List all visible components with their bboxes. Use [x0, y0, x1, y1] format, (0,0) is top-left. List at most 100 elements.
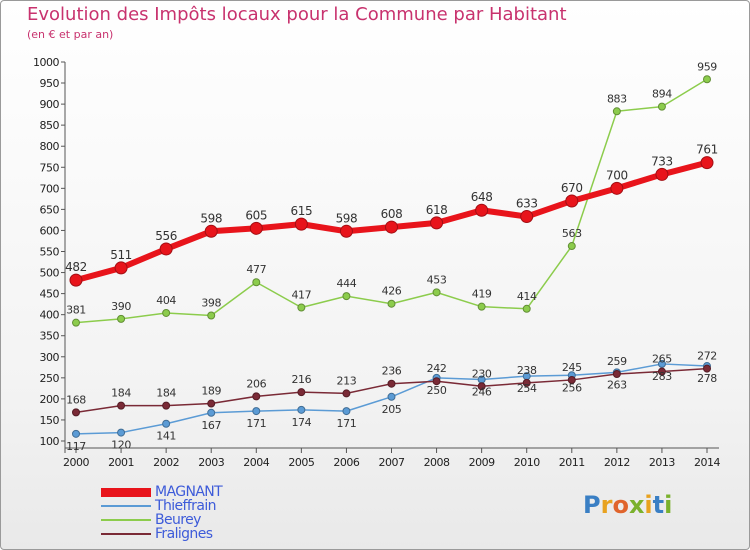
y-tick-label: 250	[40, 372, 60, 385]
data-point-fralignes	[612, 370, 621, 379]
data-label-beurey: 414	[517, 290, 537, 303]
data-point-thieffrain	[387, 392, 396, 401]
data-label-fralignes: 168	[66, 393, 86, 406]
data-label-magnant: 615	[290, 204, 312, 218]
data-point-fralignes	[252, 392, 261, 401]
y-tick-label: 850	[40, 119, 60, 132]
data-point-magnant	[159, 242, 173, 256]
data-point-fralignes	[522, 378, 531, 387]
data-label-thieffrain: 254	[517, 382, 537, 395]
y-tick-label: 350	[40, 330, 60, 343]
data-label-beurey: 959	[697, 60, 717, 73]
x-tick-label: 2003	[198, 456, 224, 469]
data-label-fralignes: 236	[382, 365, 402, 378]
data-label-beurey: 426	[382, 285, 402, 298]
legend-label: Beurey	[155, 512, 201, 528]
x-tick-label: 2013	[649, 456, 675, 469]
chart-subtitle: (en € et par an)	[27, 28, 114, 41]
data-label-beurey: 563	[562, 227, 582, 240]
data-label-beurey: 404	[156, 294, 176, 307]
data-label-magnant: 733	[651, 154, 673, 168]
data-label-fralignes: 259	[607, 355, 627, 368]
data-point-fralignes	[207, 399, 216, 408]
data-label-beurey: 419	[472, 288, 492, 301]
x-tick-label: 2009	[469, 456, 495, 469]
data-label-beurey: 883	[607, 92, 627, 105]
data-label-magnant: 761	[696, 143, 718, 157]
data-point-beurey	[612, 107, 621, 116]
logo-letter: i	[664, 491, 673, 519]
data-label-magnant: 700	[606, 168, 628, 182]
x-tick-label: 2002	[153, 456, 179, 469]
x-tick-label: 2001	[108, 456, 134, 469]
chart-title: Evolution des Impôts locaux pour la Comm…	[27, 4, 567, 25]
data-label-fralignes: 238	[517, 364, 537, 377]
y-tick-label: 700	[40, 182, 60, 195]
x-tick-label: 2004	[243, 456, 269, 469]
y-tick-label: 500	[40, 267, 60, 280]
data-label-fralignes: 206	[246, 377, 266, 390]
y-tick-label: 100	[40, 435, 60, 448]
data-point-beurey	[387, 299, 396, 308]
data-point-magnant	[294, 217, 308, 231]
x-tick-label: 2008	[424, 456, 450, 469]
data-point-beurey	[117, 314, 126, 323]
data-label-beurey: 477	[246, 263, 266, 276]
data-point-magnant	[475, 203, 489, 217]
y-tick-label: 600	[40, 224, 60, 237]
data-label-thieffrain: 246	[472, 386, 492, 399]
logo-letter: x	[628, 491, 645, 519]
data-label-beurey: 398	[201, 297, 221, 310]
data-point-thieffrain	[162, 419, 171, 428]
data-label-thieffrain: 263	[607, 378, 627, 391]
y-tick-label: 200	[40, 393, 60, 406]
legend-label: Thieffrain	[155, 498, 216, 514]
legend-label: MAGNANT	[155, 484, 223, 500]
data-label-thieffrain: 141	[156, 430, 176, 443]
data-point-beurey	[477, 302, 486, 311]
data-label-thieffrain: 171	[246, 417, 266, 430]
y-tick-label: 400	[40, 309, 60, 322]
data-label-thieffrain: 256	[562, 381, 582, 394]
logo-letter: o	[612, 491, 629, 519]
data-label-thieffrain: 205	[382, 403, 402, 416]
data-label-beurey: 444	[337, 277, 357, 290]
data-label-magnant: 608	[381, 207, 403, 221]
data-point-thieffrain	[207, 408, 216, 417]
data-label-magnant: 598	[200, 211, 222, 225]
data-point-magnant	[700, 156, 714, 170]
data-point-beurey	[432, 288, 441, 297]
x-tick-label: 2007	[379, 456, 405, 469]
data-label-beurey: 417	[291, 289, 311, 302]
data-point-magnant	[655, 167, 669, 181]
x-tick-label: 2011	[559, 456, 585, 469]
data-label-beurey: 453	[427, 273, 447, 286]
data-point-fralignes	[657, 367, 666, 376]
data-label-fralignes: 189	[201, 385, 221, 398]
data-point-magnant	[249, 221, 263, 235]
y-tick-label: 900	[40, 98, 60, 111]
data-label-thieffrain: 250	[427, 384, 447, 397]
y-tick-label: 1000	[33, 56, 59, 69]
data-point-magnant	[204, 224, 218, 238]
data-label-magnant: 482	[65, 260, 87, 274]
data-point-magnant	[69, 273, 83, 287]
data-label-thieffrain: 283	[652, 370, 672, 383]
data-point-thieffrain	[342, 407, 351, 416]
data-label-fralignes: 265	[652, 353, 672, 366]
data-point-beurey	[703, 75, 711, 84]
data-point-thieffrain	[297, 405, 306, 414]
data-label-fralignes: 216	[291, 373, 311, 386]
x-tick-label: 2012	[604, 456, 630, 469]
data-point-magnant	[339, 224, 353, 238]
data-label-magnant: 605	[245, 208, 267, 222]
legend-swatch	[101, 505, 151, 507]
y-tick-label: 750	[40, 161, 60, 174]
data-point-beurey	[207, 311, 216, 320]
data-point-beurey	[342, 292, 351, 301]
data-point-fralignes	[432, 377, 441, 386]
data-point-fralignes	[387, 379, 396, 388]
data-label-fralignes: 230	[472, 367, 492, 380]
data-point-magnant	[610, 181, 624, 195]
data-label-magnant: 511	[110, 248, 132, 262]
